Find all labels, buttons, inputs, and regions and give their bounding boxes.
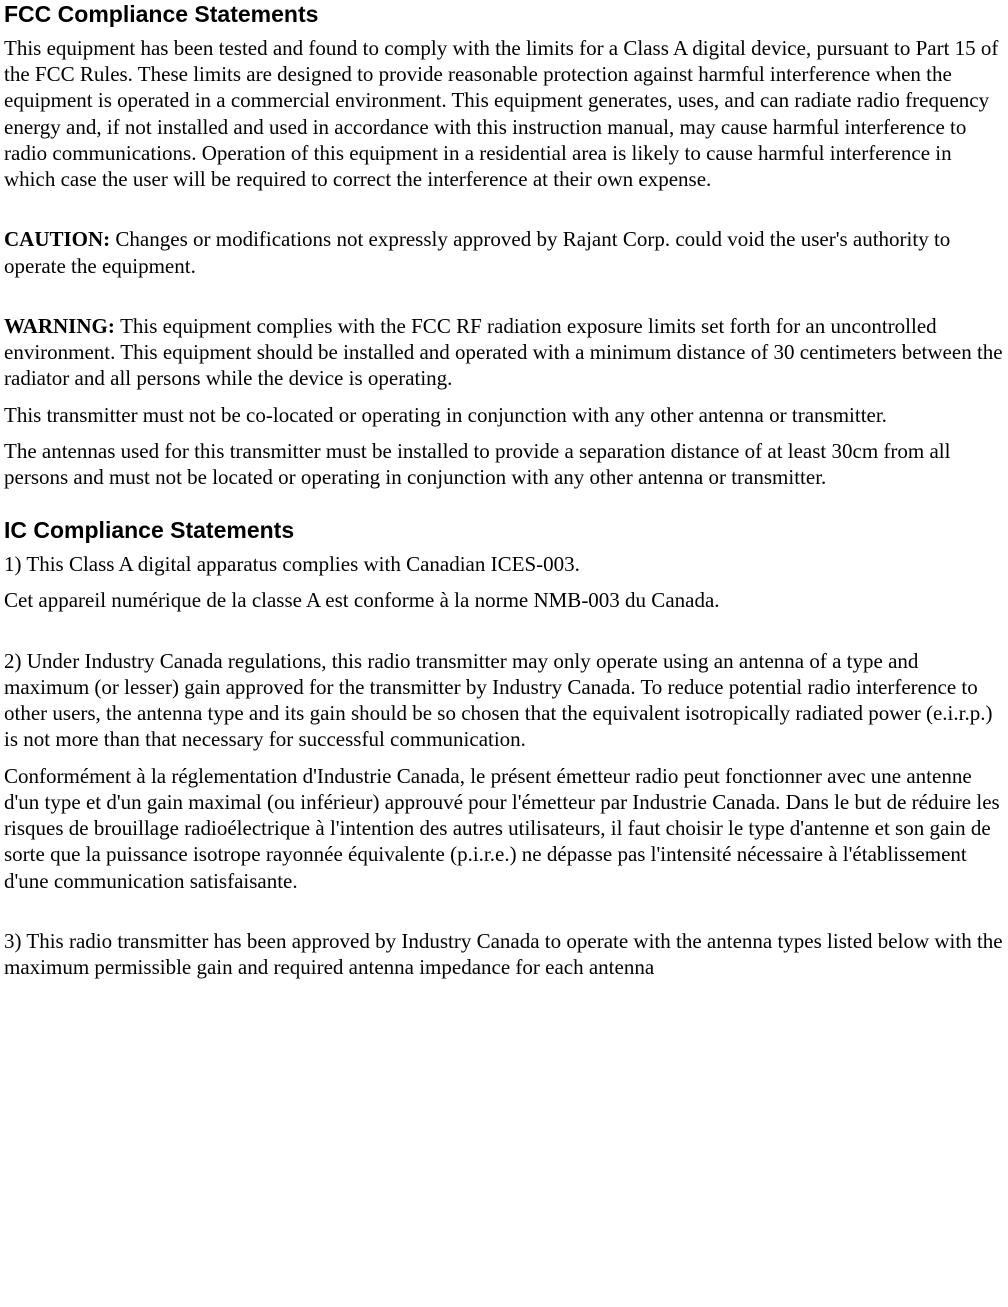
- fcc-warning: WARNING: This equipment complies with th…: [4, 313, 1004, 392]
- ic-paragraph-3: 2) Under Industry Canada regulations, th…: [4, 648, 1004, 753]
- fcc-paragraph-4: This transmitter must not be co-located …: [4, 402, 1004, 428]
- warning-body: This equipment complies with the FCC RF …: [4, 314, 1003, 391]
- fcc-paragraph-1: This equipment has been tested and found…: [4, 35, 1004, 193]
- fcc-paragraph-5: The antennas used for this transmitter m…: [4, 438, 1004, 491]
- fcc-caution: CAUTION: Changes or modifications not ex…: [4, 226, 1004, 279]
- ic-paragraph-1: 1) This Class A digital apparatus compli…: [4, 551, 1004, 577]
- caution-body: Changes or modifications not expressly a…: [4, 227, 950, 277]
- ic-paragraph-2: Cet appareil numérique de la classe A es…: [4, 587, 1004, 613]
- ic-paragraph-5: 3) This radio transmitter has been appro…: [4, 928, 1004, 981]
- caution-label: CAUTION:: [4, 227, 115, 251]
- ic-paragraph-4: Conformément à la réglementation d'Indus…: [4, 763, 1004, 894]
- ic-heading: IC Compliance Statements: [4, 516, 1004, 545]
- fcc-heading: FCC Compliance Statements: [4, 0, 1004, 29]
- warning-label: WARNING:: [4, 314, 120, 338]
